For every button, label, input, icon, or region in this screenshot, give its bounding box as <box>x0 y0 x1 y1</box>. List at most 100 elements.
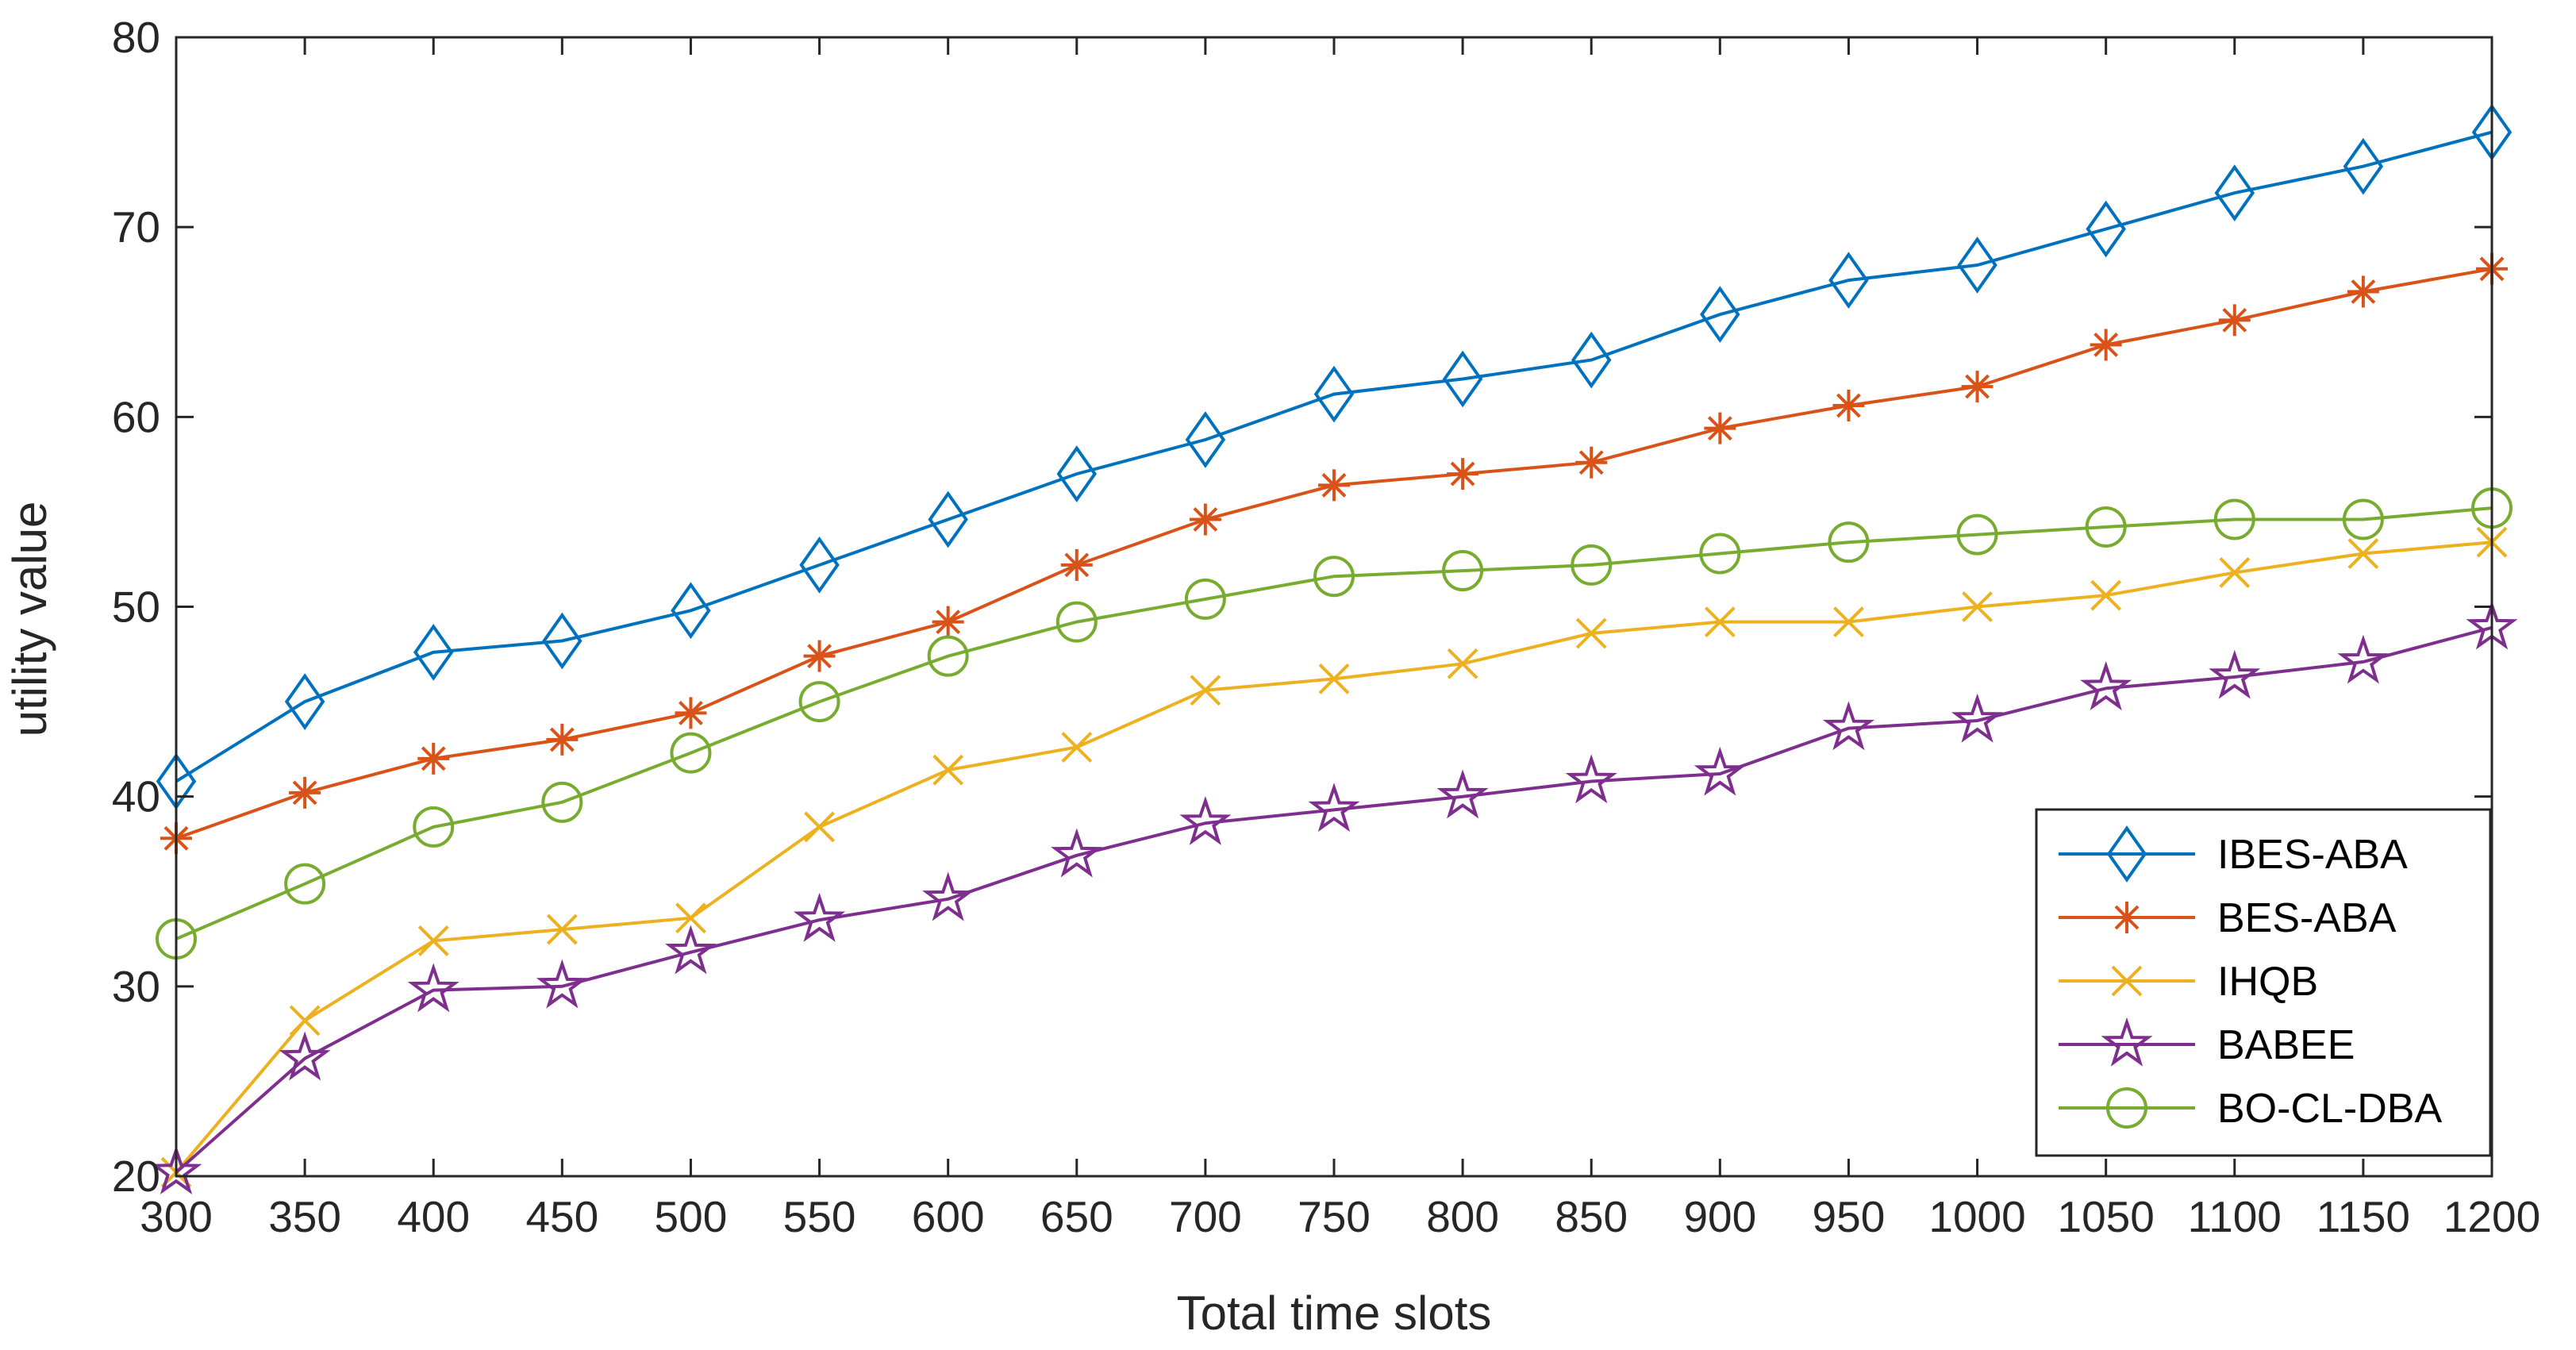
legend-label-bes-aba: BES-ABA <box>2217 895 2397 941</box>
y-tick-label: 80 <box>112 13 160 62</box>
data-point-ibes-aba <box>2214 164 2255 221</box>
legend-marker-ibes-aba <box>2106 825 2147 883</box>
legend-entry-ibes-aba: IBES-ABA <box>2059 825 2408 883</box>
x-tick-label: 500 <box>655 1192 728 1241</box>
data-point-ihqb <box>1061 732 1093 763</box>
data-point-babee <box>1179 795 1232 845</box>
data-point-ihqb <box>804 811 835 843</box>
series-line-ibes-aba <box>175 130 2493 783</box>
x-tick-label: 300 <box>140 1192 213 1241</box>
axes: 300 350 400 450 500 550 600 650 700 750 800 850 900 9… <box>112 13 2540 1241</box>
data-point-bes-aba <box>1961 371 1994 403</box>
data-point-bes-aba <box>803 640 836 672</box>
y-tick-label: 40 <box>112 772 160 821</box>
data-point-ihqb <box>1575 617 1607 649</box>
data-point-bes-aba <box>2347 275 2379 308</box>
legend-marker-bo-cl-dba <box>2106 1087 2147 1129</box>
data-point-bes-aba <box>1832 389 1865 421</box>
data-point-bo-cl-dba <box>1699 533 1741 575</box>
data-point-ibes-aba <box>1313 365 1355 423</box>
x-tick-label: 1100 <box>2188 1192 2282 1241</box>
x-tick-label: 700 <box>1169 1192 1242 1241</box>
data-point-babee <box>150 1144 202 1194</box>
data-point-bo-cl-dba <box>2342 498 2384 540</box>
legend-marker-ihqb <box>2111 965 2143 997</box>
x-tick-label: 800 <box>1426 1192 1499 1241</box>
legend-entry-ihqb: IHQB <box>2059 959 2318 1005</box>
data-point-bo-cl-dba <box>1055 601 1098 643</box>
data-point-babee <box>2080 661 2132 711</box>
data-point-babee <box>1051 828 1103 878</box>
data-point-bes-aba <box>1060 548 1093 581</box>
x-tick-label: 1000 <box>1928 1192 2025 1241</box>
data-point-bo-cl-dba <box>2213 498 2255 540</box>
data-point-ihqb <box>1318 663 1350 694</box>
data-point-bes-aba <box>546 723 579 756</box>
data-point-ibes-aba <box>1442 350 1483 408</box>
data-point-bo-cl-dba <box>670 732 712 774</box>
x-tick-label: 900 <box>1683 1192 1756 1241</box>
data-point-bo-cl-dba <box>1956 513 1998 556</box>
legend-label-ibes-aba: IBES-ABA <box>2217 832 2408 878</box>
legend-marker-babee <box>2101 1017 2153 1067</box>
data-point-bo-cl-dba <box>1828 521 1870 563</box>
x-tick-label: 350 <box>268 1192 341 1241</box>
data-point-ibes-aba <box>671 582 711 640</box>
data-point-ibes-aba <box>1957 237 1997 294</box>
y-tick-label: 30 <box>112 962 160 1011</box>
legend-marker-bes-aba <box>2111 902 2143 933</box>
data-point-ihqb <box>2219 557 2251 588</box>
data-point-ibes-aba <box>928 490 968 548</box>
data-point-bes-aba <box>289 776 321 809</box>
legend-entry-babee: BABEE <box>2059 1017 2355 1068</box>
data-point-ihqb <box>546 913 578 945</box>
data-point-ihqb <box>289 1005 321 1037</box>
y-tick-label: 20 <box>112 1152 160 1201</box>
data-point-babee <box>2209 649 2261 699</box>
data-point-bo-cl-dba <box>1313 556 1355 598</box>
x-tick-label: 950 <box>1813 1192 1886 1241</box>
data-point-ibes-aba <box>1828 252 1869 310</box>
series-line-bo-cl-dba <box>175 506 2493 940</box>
data-point-bo-cl-dba <box>1442 550 1484 592</box>
x-tick-label: 450 <box>525 1192 598 1241</box>
data-point-ibes-aba <box>284 673 325 730</box>
data-point-ibes-aba <box>1056 445 1098 502</box>
x-tick-label: 600 <box>912 1192 985 1241</box>
data-point-bes-aba <box>2218 304 2251 337</box>
data-point-bes-aba <box>2090 329 2122 361</box>
data-point-bes-aba <box>1318 469 1350 502</box>
data-point-babee <box>1822 701 1875 751</box>
series-bo-cl-dba <box>156 487 2513 960</box>
data-point-bo-cl-dba <box>2085 506 2127 548</box>
data-point-babee <box>793 892 846 942</box>
legend-entry-bo-cl-dba: BO-CL-DBA <box>2059 1086 2442 1132</box>
data-point-ihqb <box>932 754 964 786</box>
legend-label-ihqb: IHQB <box>2217 959 2318 1005</box>
data-point-babee <box>1951 693 2004 743</box>
data-point-ihqb <box>1962 591 1993 622</box>
x-tick-label: 400 <box>397 1192 470 1241</box>
data-point-babee <box>1694 746 1746 796</box>
series-ihqb <box>160 526 2508 1188</box>
data-point-ibes-aba <box>1700 286 1740 344</box>
plot-area <box>150 103 2518 1194</box>
data-point-babee <box>279 1031 331 1081</box>
data-point-bo-cl-dba <box>541 781 583 823</box>
data-point-ihqb <box>1704 606 1736 638</box>
data-point-bo-cl-dba <box>284 863 326 905</box>
data-point-bes-aba <box>1575 446 1608 479</box>
data-point-ibes-aba <box>2343 137 2384 195</box>
data-point-bo-cl-dba <box>413 806 455 848</box>
y-tick-label: 60 <box>112 392 160 441</box>
x-tick-label: 650 <box>1040 1192 1113 1241</box>
data-point-bes-aba <box>675 697 707 729</box>
data-point-ihqb <box>1190 675 1221 706</box>
data-point-ihqb <box>1833 606 1864 638</box>
y-tick-label: 70 <box>112 202 160 252</box>
legend: IBES-ABA BES-ABA IHQB BABEE BO-CL-DBA <box>2035 808 2492 1157</box>
data-point-babee <box>1436 769 1489 819</box>
series-ibes-aba <box>156 103 2513 810</box>
